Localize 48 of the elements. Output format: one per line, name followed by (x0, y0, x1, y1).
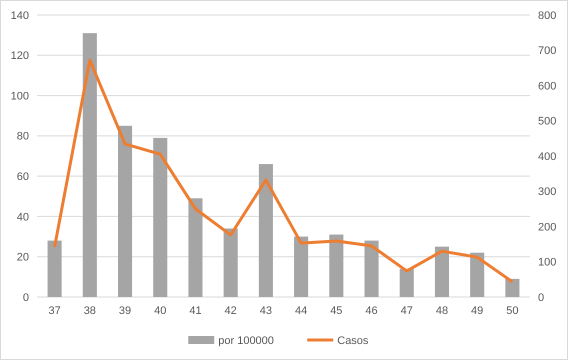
bar (48, 240, 62, 297)
x-tick-label: 49 (471, 305, 484, 317)
y2-tick-label: 500 (538, 116, 556, 128)
bar (505, 278, 520, 297)
x-tick-label: 37 (48, 305, 61, 317)
bar (364, 240, 379, 297)
y-tick-label: 140 (10, 10, 29, 22)
bar (188, 198, 203, 297)
y2-tick-label: 800 (538, 10, 556, 22)
x-tick-label: 38 (84, 305, 96, 317)
x-tick-label: 39 (118, 305, 132, 317)
x-tick-label: 47 (400, 305, 413, 317)
y-tick-label: 20 (16, 252, 29, 264)
y-tick-label: 120 (10, 50, 29, 62)
y-tick-label: 80 (16, 130, 29, 143)
bar (434, 246, 450, 297)
y2-tick-label: 200 (538, 221, 556, 234)
y2-tick-label: 600 (538, 80, 556, 92)
y-tick-label: 100 (10, 90, 29, 102)
bar (294, 236, 308, 297)
bar (118, 126, 132, 297)
bar (258, 164, 273, 297)
y-tick-label: 40 (16, 211, 29, 224)
x-tick-label: 45 (330, 305, 342, 317)
x-tick-label: 46 (365, 305, 378, 317)
bar (470, 252, 484, 297)
bar (224, 228, 238, 297)
y-tick-label: 60 (16, 170, 29, 183)
x-tick-label: 40 (154, 305, 166, 317)
bar (82, 33, 97, 297)
legend-label: Casos (337, 334, 369, 347)
line-series (53, 58, 514, 284)
x-tick-label: 42 (224, 305, 237, 317)
y2-tick-label: 100 (538, 256, 556, 269)
x-tick-label: 50 (506, 305, 519, 317)
legend-label: por 100000 (218, 334, 274, 347)
bar (329, 234, 344, 297)
x-tick-label: 43 (260, 305, 272, 317)
y2-tick-label: 700 (538, 45, 556, 58)
bar (153, 138, 168, 297)
x-tick-label: 44 (294, 305, 308, 317)
y2-tick-label: 400 (538, 150, 556, 163)
y-tick-label: 0 (22, 292, 29, 304)
y2-tick-label: 0 (538, 292, 544, 304)
y2-tick-label: 300 (538, 186, 556, 198)
x-tick-label: 48 (436, 305, 448, 317)
bar (400, 268, 414, 297)
x-tick-label: 41 (189, 305, 202, 317)
